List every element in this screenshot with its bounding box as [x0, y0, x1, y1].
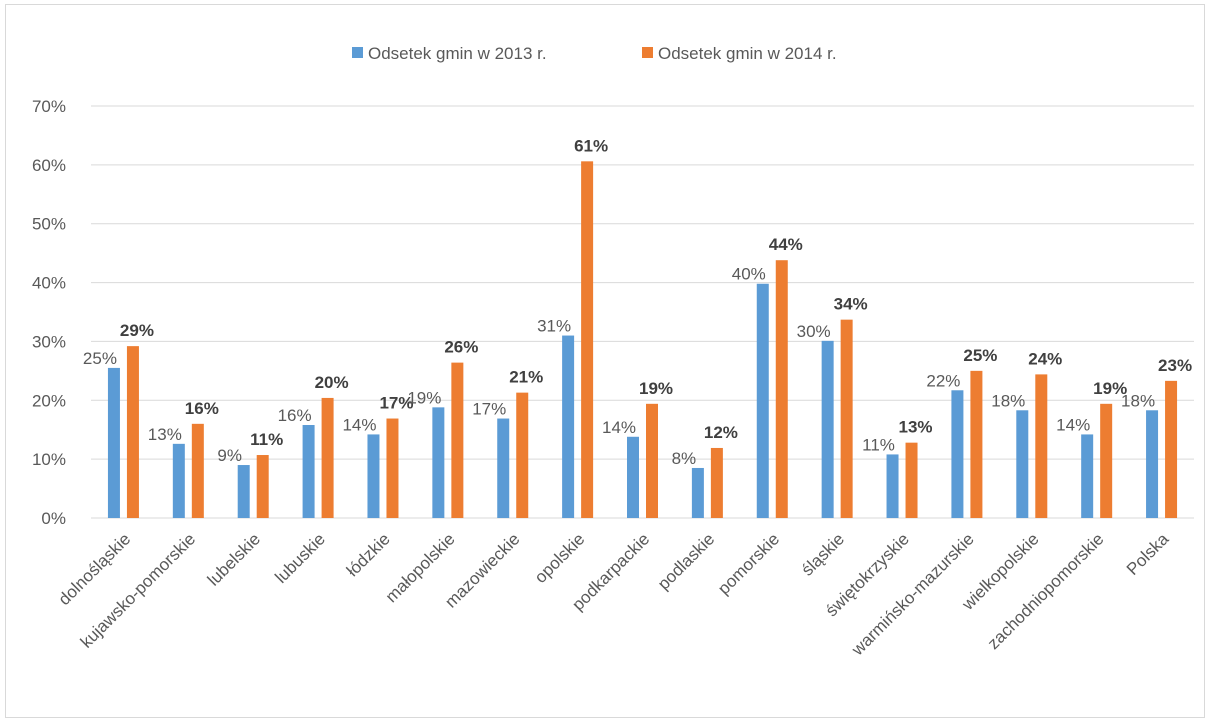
bar-2014	[451, 362, 464, 518]
bar-2013	[951, 390, 964, 518]
bar-2013	[627, 436, 639, 518]
gridlines	[91, 105, 1194, 519]
data-label-2014: 11%	[250, 430, 283, 449]
data-label-2013: 17%	[472, 400, 506, 419]
y-tick-label: 30%	[32, 332, 66, 351]
category-label: łódzkie	[343, 529, 394, 580]
category-label: podlaskie	[654, 529, 718, 593]
bar-2013	[172, 443, 185, 518]
data-label-2013: 25%	[83, 349, 117, 368]
data-label-2014: 21%	[509, 368, 543, 387]
data-label-2014: 25%	[963, 346, 997, 365]
data-label-2013: 9%	[217, 446, 242, 465]
bar-2014	[321, 397, 334, 518]
data-label-2014: 44%	[769, 235, 803, 254]
category-label: kujawsko-pomorskie	[77, 529, 199, 651]
bar-2013	[237, 465, 250, 518]
bar-2014	[710, 447, 723, 518]
bar-2013	[432, 407, 445, 518]
bar-2013	[691, 467, 704, 518]
legend-swatch	[642, 47, 653, 58]
bar-2013	[562, 335, 575, 518]
category-label: śląskie	[798, 529, 848, 579]
bar-2014	[516, 392, 529, 518]
bar-2013	[107, 367, 120, 518]
data-label-2014: 19%	[639, 379, 673, 398]
bar-2014	[840, 319, 853, 518]
data-labels: 25%29%13%16%9%11%16%20%14%17%19%26%17%21…	[83, 136, 1192, 468]
category-label: Polska	[1123, 529, 1173, 579]
bars	[107, 161, 1178, 518]
bar-2013	[367, 434, 380, 518]
bar-2014	[1100, 403, 1113, 518]
category-label: pomorskie	[714, 529, 783, 598]
data-label-2014: 23%	[1158, 356, 1192, 375]
data-label-2013: 40%	[732, 265, 766, 284]
category-label: opolskie	[531, 529, 589, 587]
data-label-2014: 19%	[1093, 379, 1127, 398]
data-label-2014: 61%	[574, 136, 608, 155]
legend-swatch	[352, 47, 363, 58]
category-label: lubelskie	[204, 529, 264, 589]
bar-2014	[775, 260, 788, 518]
data-label-2014: 24%	[1028, 349, 1062, 368]
bar-chart: 0%10%20%30%40%50%60%70% 25%29%13%16%9%11…	[32, 44, 1194, 660]
y-tick-label: 0%	[41, 509, 66, 528]
y-tick-label: 50%	[32, 215, 66, 234]
legend-label: Odsetek gmin w 2013 r.	[368, 44, 547, 63]
data-label-2013: 30%	[797, 322, 831, 341]
data-label-2013: 13%	[148, 425, 182, 444]
chart-frame: 0% 10% 20% 30% 40% 50% 60% 70% 25% 29% 13% 16% 9% 11…	[5, 4, 1205, 718]
data-label-2014: 13%	[899, 418, 933, 437]
bar-2013	[497, 418, 510, 518]
data-label-2013: 18%	[991, 391, 1025, 410]
y-tick-label: 20%	[32, 391, 66, 410]
bar-2014	[581, 161, 594, 518]
data-label-2014: 16%	[185, 399, 219, 418]
bar-2013	[1016, 410, 1029, 518]
bar-2014	[1035, 374, 1048, 518]
category-label: warmińsko-mazurskie	[847, 529, 977, 659]
bar-2014	[905, 442, 918, 518]
bar-2013	[1146, 410, 1159, 518]
bar-2013	[756, 283, 769, 518]
data-label-2014: 26%	[444, 338, 478, 357]
bar-2014	[646, 403, 658, 518]
data-label-2013: 22%	[926, 371, 960, 390]
y-axis-ticks: 0% 10% 20% 30% 40% 50% 60% 70%	[32, 97, 66, 528]
category-label: lubuskie	[271, 529, 329, 587]
bar-2013	[302, 425, 315, 518]
legend-label: Odsetek gmin w 2014 r.	[658, 44, 837, 63]
data-label-2014: 17%	[379, 394, 413, 413]
y-tick-label: 70%	[32, 97, 66, 116]
category-label: zachodniopomorskie	[984, 529, 1108, 653]
data-label-2014: 12%	[704, 423, 738, 442]
data-label-2013: 14%	[1056, 415, 1090, 434]
data-label-2013: 14%	[342, 415, 376, 434]
legend: Odsetek gmin w 2013 r. Odsetek gmin w 201…	[352, 44, 837, 63]
bar-2014	[1165, 380, 1178, 518]
y-tick-label: 60%	[32, 156, 66, 175]
bar-2014	[256, 455, 269, 518]
bar-2013	[821, 340, 834, 518]
bar-2014	[386, 418, 399, 518]
bar-2014	[970, 370, 983, 518]
y-tick-label: 10%	[32, 450, 66, 469]
data-label-2013: 8%	[672, 449, 697, 468]
data-label-2013: 14%	[602, 418, 636, 437]
bar-2013	[1081, 434, 1094, 518]
data-label-2013: 18%	[1121, 391, 1155, 410]
data-label-2014: 34%	[834, 295, 868, 314]
data-label-2014: 20%	[315, 373, 349, 392]
bar-2014	[126, 346, 139, 518]
bar-2013	[886, 454, 899, 518]
data-label-2013: 16%	[278, 406, 312, 425]
data-label-2014: 29%	[120, 321, 154, 340]
bar-2014	[191, 423, 204, 518]
y-tick-label: 40%	[32, 274, 66, 293]
data-label-2013: 11%	[862, 435, 895, 454]
data-label-2013: 31%	[537, 317, 571, 336]
data-label-2013: 19%	[407, 388, 441, 407]
